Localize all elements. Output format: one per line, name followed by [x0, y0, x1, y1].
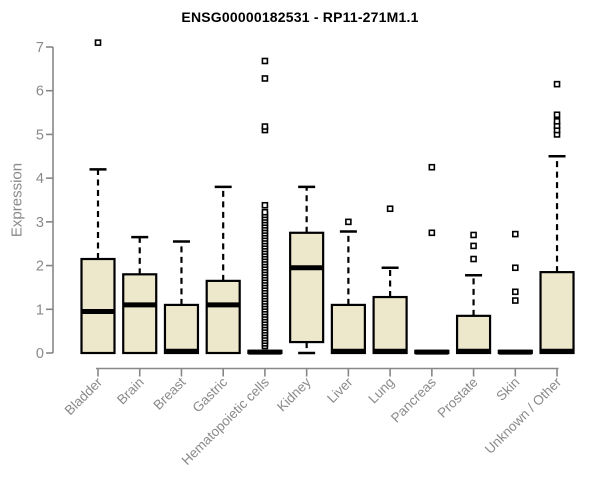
outlier-point — [428, 229, 436, 237]
y-tick-label: 5 — [36, 127, 44, 143]
x-tick-label-lung: Lung — [365, 375, 397, 407]
outlier-point — [553, 111, 561, 119]
outlier-point — [261, 75, 269, 82]
outlier-point — [511, 297, 519, 304]
y-tick-label: 2 — [36, 259, 44, 275]
box-rect — [539, 271, 575, 355]
box-rect — [80, 257, 116, 355]
x-tick-label-kidney: Kidney — [274, 374, 314, 414]
x-tick-label-pancreas: Pancreas — [388, 374, 439, 425]
boxplot-kidney — [289, 185, 325, 355]
outlier-point — [470, 231, 477, 239]
outlier-point — [261, 123, 269, 130]
outlier-point — [386, 205, 394, 213]
x-tick-label-gastric: Gastric — [189, 374, 230, 415]
boxplot-gastric — [205, 185, 241, 355]
x-tick-label-bladder: Bladder — [62, 374, 106, 418]
x-tick-label-prostate: Prostate — [435, 375, 481, 421]
x-tick-label-unknown-other: Unknown / Other — [482, 374, 565, 457]
box-rect — [455, 314, 492, 355]
y-tick-label: 6 — [36, 84, 44, 100]
box-rect — [289, 231, 325, 344]
boxplot-breast — [163, 240, 200, 355]
x-tick-label-skin: Skin — [493, 375, 522, 404]
boxplot-brain — [122, 235, 158, 355]
outlier-point — [261, 57, 269, 65]
box-rect — [163, 303, 200, 355]
chart-title: ENSG00000182531 - RP11-271M1.1 — [181, 9, 419, 25]
boxplot-prostate — [455, 231, 492, 355]
box-rect — [372, 295, 408, 355]
outlier-point — [553, 118, 561, 125]
boxplot-pancreas — [414, 163, 450, 355]
boxplot-hematopoietic-cells — [247, 57, 283, 355]
outlier-point — [94, 39, 102, 46]
y-tick-label: 1 — [36, 302, 44, 318]
outlier-point — [261, 208, 269, 216]
outlier-point — [428, 163, 436, 171]
outlier-point — [511, 288, 519, 296]
outlier-point — [553, 80, 561, 88]
box-rect — [122, 273, 158, 355]
outlier-point — [261, 201, 269, 209]
box-rect — [330, 303, 366, 355]
y-tick-label: 7 — [36, 40, 44, 56]
y-tick-label: 3 — [36, 215, 44, 231]
outlier-point — [345, 218, 352, 226]
boxplot-lung — [372, 205, 408, 355]
y-tick-label: 0 — [36, 346, 44, 362]
boxplot-liver — [330, 218, 366, 355]
outlier-point — [470, 255, 477, 263]
boxplot-unknown-other — [539, 80, 575, 355]
x-tick-label-liver: Liver — [324, 374, 356, 406]
x-tick-label-breast: Breast — [150, 374, 188, 412]
box-rect — [205, 279, 241, 355]
outlier-point — [511, 230, 519, 238]
x-tick-label-brain: Brain — [114, 375, 147, 408]
boxplot-bladder — [80, 39, 116, 355]
outlier-point — [470, 242, 477, 250]
boxplot-skin — [497, 230, 533, 355]
outlier-point — [511, 264, 519, 272]
y-tick-label: 4 — [36, 171, 44, 187]
